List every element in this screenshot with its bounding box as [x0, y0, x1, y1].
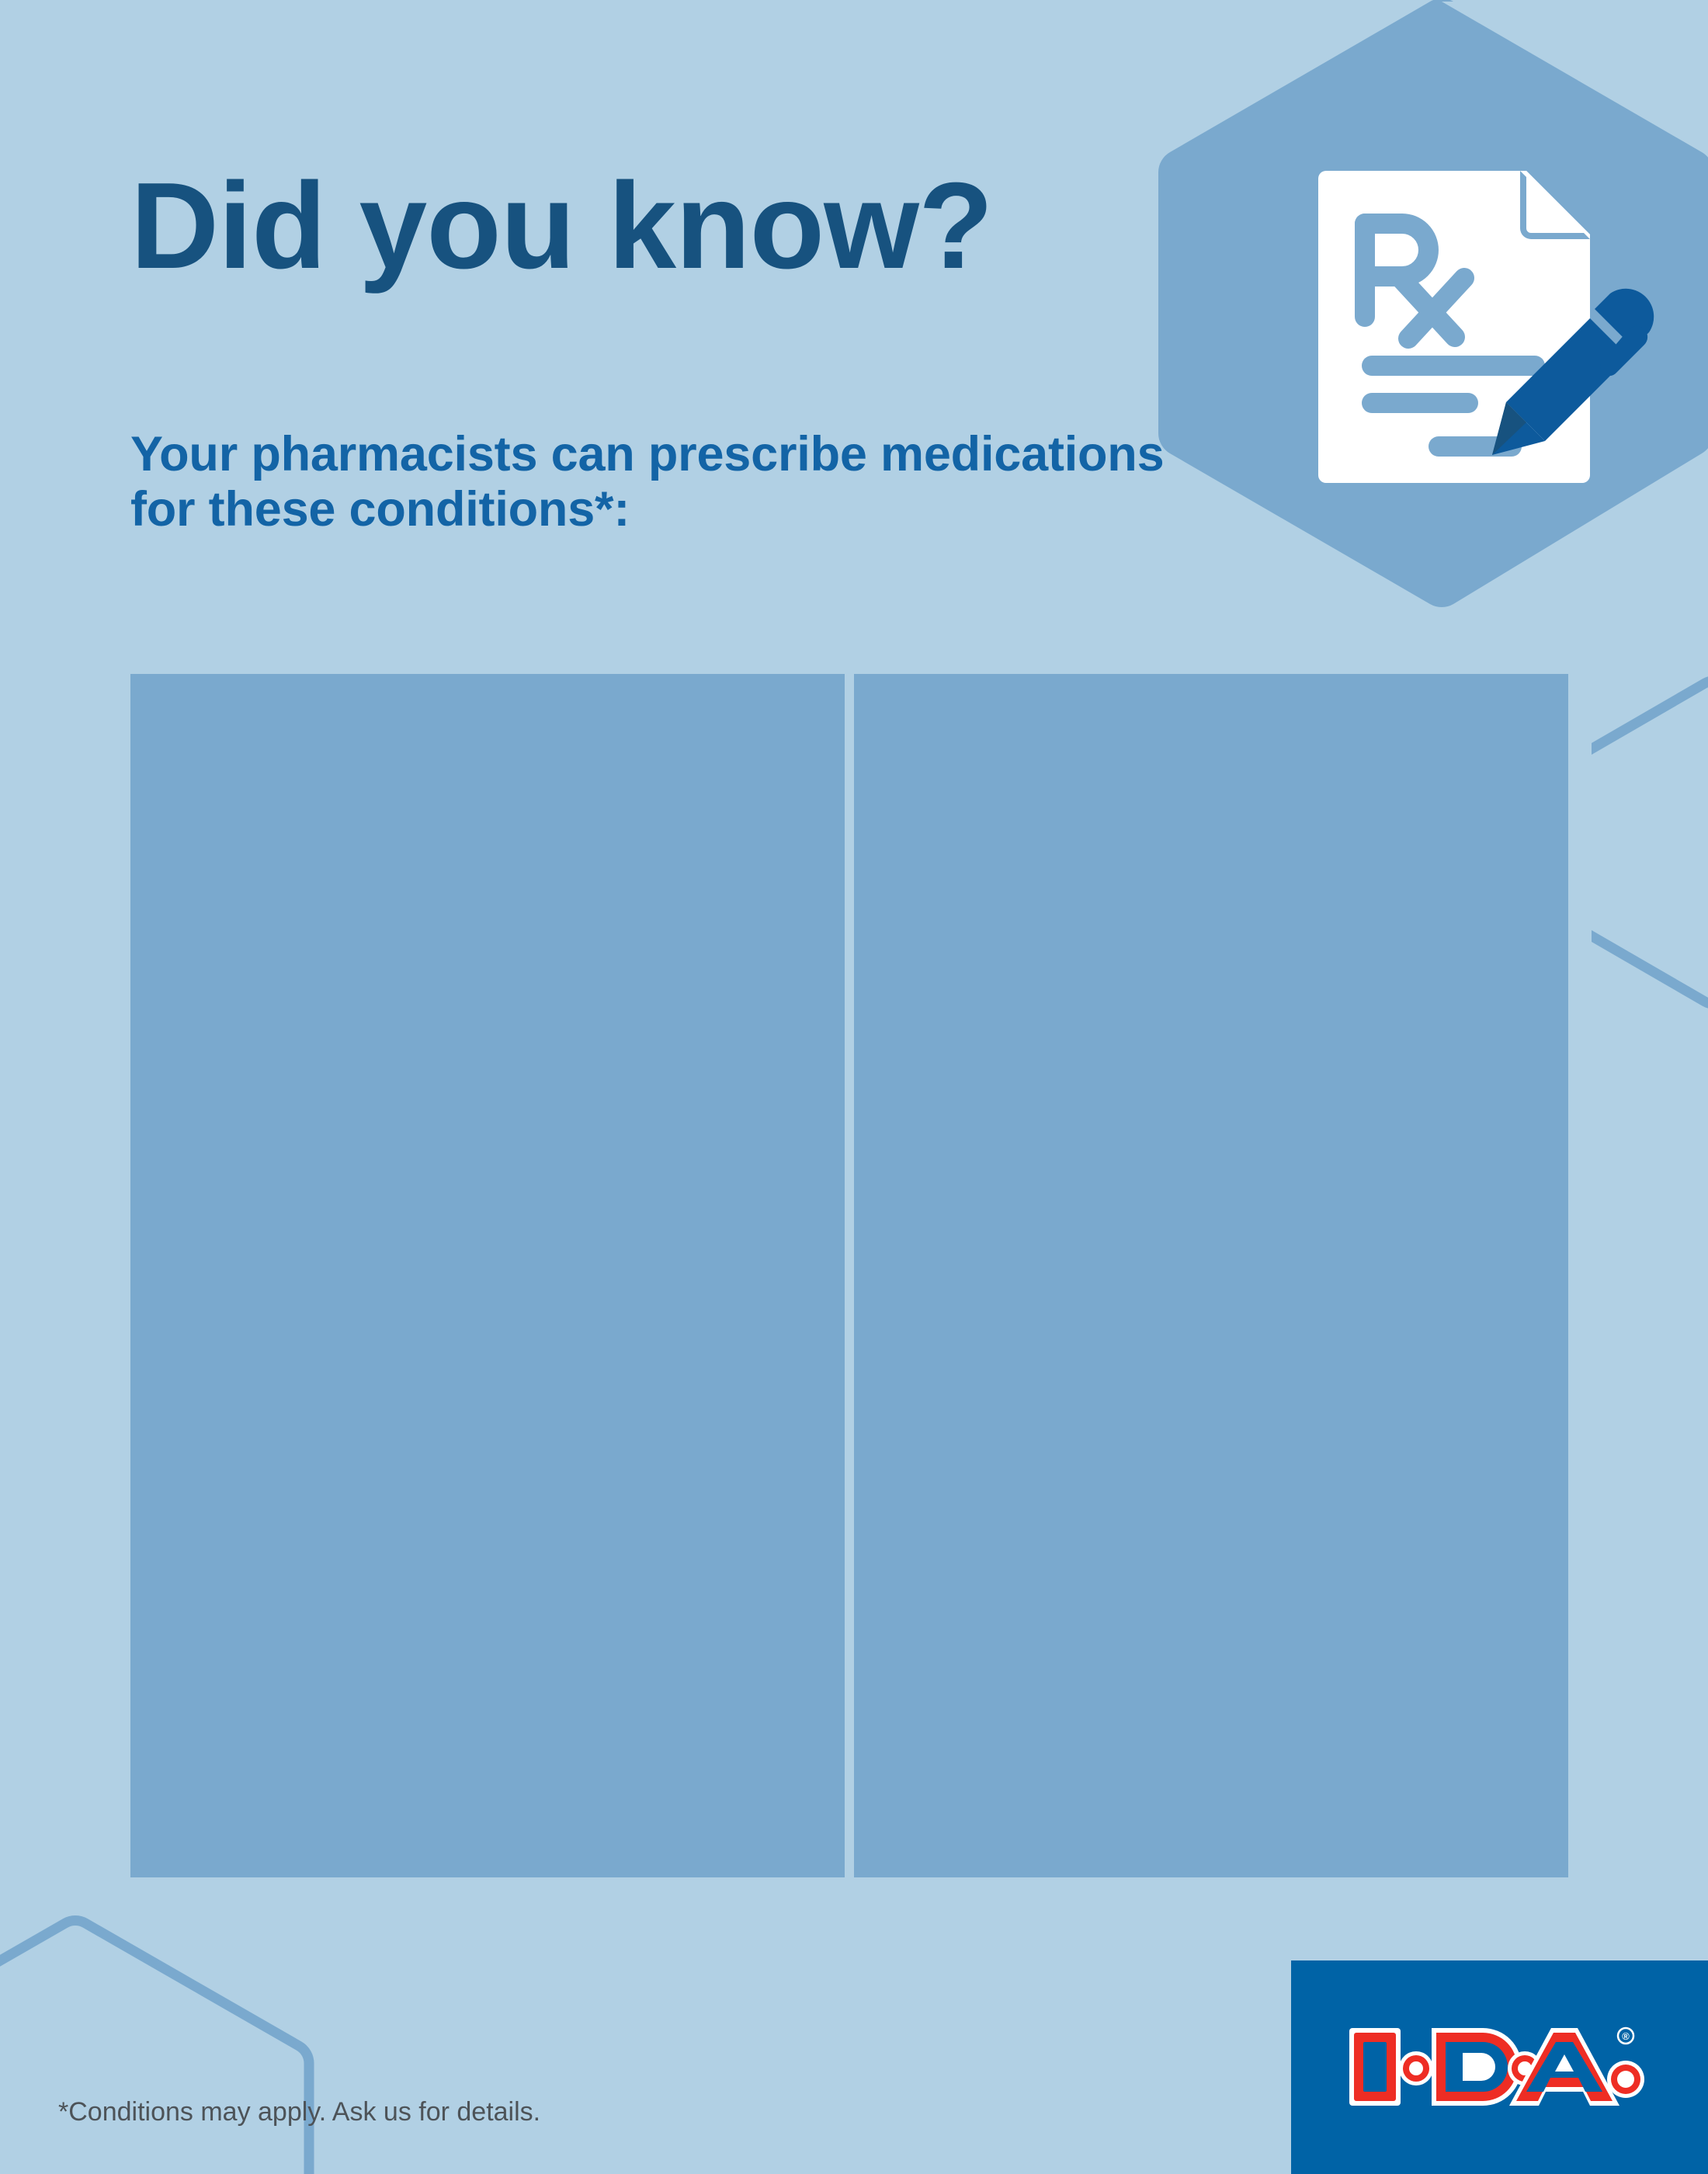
registered-mark: ®	[1622, 2030, 1630, 2042]
ida-logo-block: ®	[1291, 1960, 1708, 2174]
prescription-document-icon	[1312, 163, 1669, 489]
conditions-panel-group	[130, 674, 1568, 1877]
ida-logo: ®	[1349, 2026, 1644, 2106]
footnote-disclaimer: *Conditions may apply. Ask us for detail…	[58, 2097, 541, 2127]
page-subtitle: Your pharmacists can prescribe medicatio…	[130, 427, 1165, 537]
conditions-column-right[interactable]	[854, 674, 1568, 1877]
pen-icon	[1492, 288, 1654, 455]
hexagon-outline-right	[1592, 676, 1708, 1009]
conditions-column-left[interactable]	[130, 674, 845, 1877]
hexagon-outline-bottom-left	[0, 1915, 314, 2174]
page-title: Did you know?	[130, 158, 994, 294]
